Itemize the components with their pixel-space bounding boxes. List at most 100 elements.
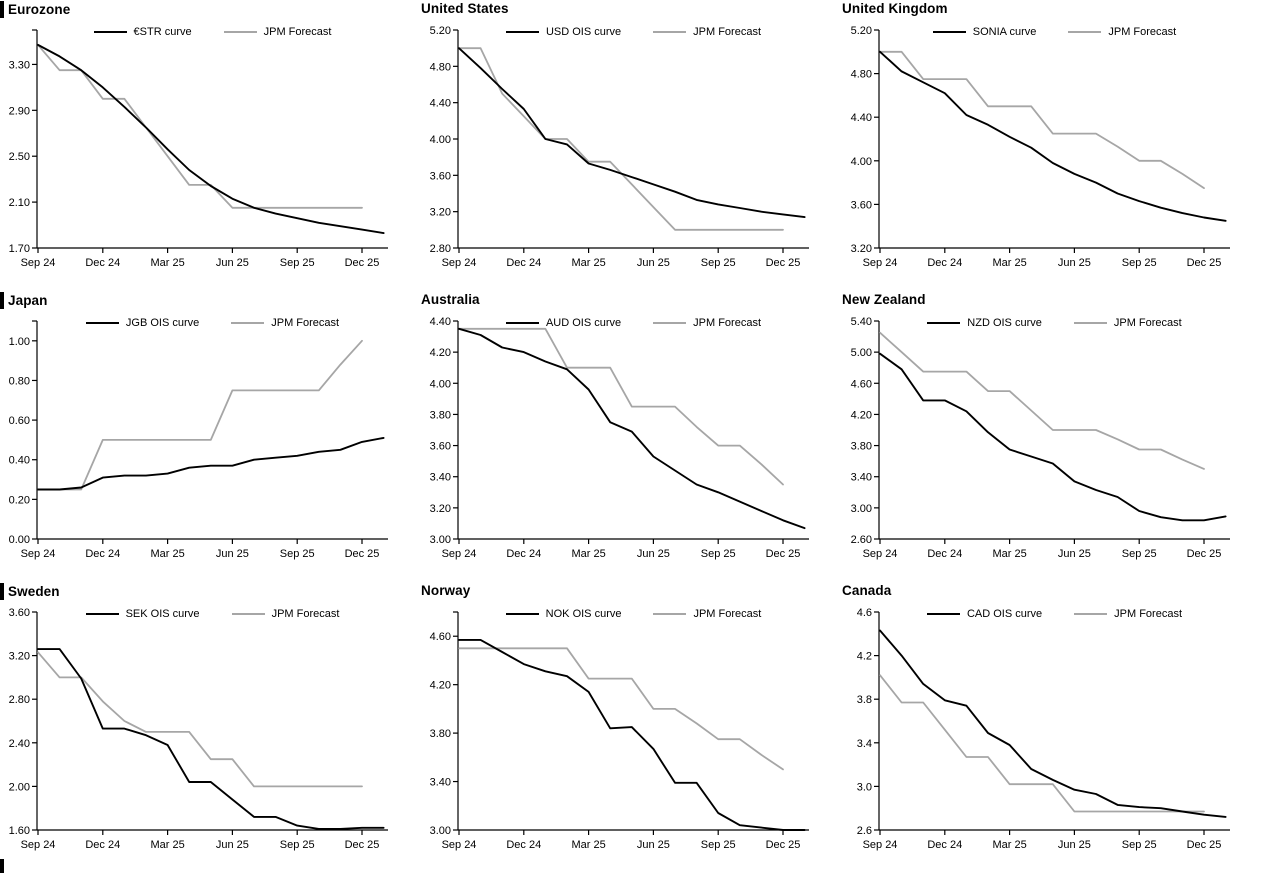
forecast-line-sample: [223, 31, 257, 33]
legend-label: JGB OIS curve: [125, 317, 200, 329]
legend-label: JPM Forecast: [693, 317, 762, 329]
x-tick-label: Sep 24: [21, 548, 56, 560]
market-curve-line: [879, 352, 1227, 522]
y-tick-label: 2.90: [9, 105, 30, 117]
x-tick-label: Mar 25: [571, 257, 605, 269]
chart-panel-canada: Canada CAD OIS curve JPM Forecast 2.6 3.0…: [842, 582, 1264, 873]
legend-label: JPM Forecast: [271, 317, 340, 329]
y-tick-label: 4.20: [430, 680, 451, 692]
chart-title-row: United Kingdom: [842, 1, 948, 16]
x-tick-label: Mar 25: [150, 257, 184, 269]
x-tick-label: Sep 25: [280, 257, 315, 269]
y-tick-label: 4.00: [430, 134, 451, 146]
x-tick-label: Sep 25: [1122, 548, 1157, 560]
market-curve-line: [879, 50, 1227, 222]
chart-title-row: Japan: [0, 292, 48, 309]
y-tick-label: 4.40: [851, 112, 872, 124]
legend-label: JPM Forecast: [693, 608, 762, 620]
chart-title: Canada: [842, 583, 892, 598]
chart-plot: 3.20 3.60 4.00 4.40 4.80 5.20 Sep 24 Dec 24 Mar …: [851, 25, 1230, 269]
x-tick-label: Dec 24: [506, 548, 541, 560]
curve-line-sample: [93, 31, 127, 33]
x-tick-label: Sep 25: [701, 257, 736, 269]
y-tick-label: 3.60: [9, 607, 30, 619]
legend-item-forecast: JPM Forecast: [1068, 26, 1176, 38]
legend-item-curve: NOK OIS curve: [505, 608, 622, 620]
curve-line-sample: [505, 31, 539, 33]
x-tick-label: Sep 25: [1122, 839, 1157, 851]
y-tick-label: 4.00: [430, 378, 451, 390]
chart-title: Australia: [421, 292, 480, 307]
y-tick-label: 3.80: [430, 728, 451, 740]
x-tick-label: Dec 25: [766, 548, 801, 560]
x-tick-label: Mar 25: [571, 839, 605, 851]
y-tick-label: 4.80: [430, 61, 451, 73]
jpm-forecast-line: [37, 651, 363, 788]
y-tick-label: 4.40: [430, 98, 451, 110]
chart-legend: CAD OIS curve JPM Forecast: [879, 608, 1230, 620]
forecast-line-sample: [653, 322, 687, 324]
chart-title: United States: [421, 1, 509, 16]
market-curve-line: [458, 47, 806, 219]
jpm-forecast-line: [879, 50, 1205, 190]
y-tick-label: 3.30: [9, 59, 30, 71]
x-tick-label: Sep 24: [442, 257, 477, 269]
chart-title-row: Norway: [421, 583, 470, 598]
y-tick-label: 3.4: [857, 738, 872, 750]
x-tick-label: Jun 25: [637, 257, 670, 269]
x-tick-label: Dec 24: [85, 257, 120, 269]
legend-item-curve: AUD OIS curve: [505, 317, 621, 329]
y-tick-label: 4.60: [851, 378, 872, 390]
y-tick-label: 2.60: [851, 534, 872, 546]
chart-panel-japan: Japan JGB OIS curve JPM Forecast 0.00 0.2…: [0, 291, 421, 582]
legend-item-curve: USD OIS curve: [505, 26, 621, 38]
legend-item-curve: CAD OIS curve: [926, 608, 1042, 620]
legend-label: JPM Forecast: [271, 608, 340, 620]
chart-panel-australia: Australia AUD OIS curve JPM Forecast 3.0…: [421, 291, 842, 582]
y-tick-label: 0.00: [9, 534, 30, 546]
x-tick-label: Sep 25: [1122, 257, 1157, 269]
chart-panel-norway: Norway NOK OIS curve JPM Forecast 3.00 3.…: [421, 582, 842, 873]
chart-plot: 2.60 3.00 3.40 3.80 4.20 4.60 5.00 5.40 Sep 24 De…: [851, 316, 1230, 560]
y-tick-label: 3.20: [9, 651, 30, 663]
y-tick-label: 3.20: [430, 207, 451, 219]
x-tick-label: Mar 25: [571, 548, 605, 560]
x-tick-label: Jun 25: [216, 548, 249, 560]
market-curve-line: [37, 436, 385, 491]
curve-line-sample: [85, 322, 119, 324]
y-tick-label: 0.40: [9, 455, 30, 467]
jpm-forecast-line: [37, 339, 363, 491]
market-curve-line: [458, 638, 806, 831]
chart-plot: 1.70 2.10 2.50 2.90 3.30 Sep 24 Dec 24 Mar 25 Ju…: [9, 29, 388, 269]
x-tick-label: Dec 25: [1187, 839, 1222, 851]
section-bar: [0, 1, 4, 18]
y-tick-label: 4.80: [851, 69, 872, 81]
x-tick-label: Dec 25: [1187, 548, 1222, 560]
x-tick-label: Sep 24: [863, 257, 898, 269]
legend-label: JPM Forecast: [1113, 317, 1182, 329]
legend-label: SONIA curve: [972, 26, 1037, 38]
legend-item-forecast: JPM Forecast: [223, 26, 331, 38]
legend-item-forecast: JPM Forecast: [653, 26, 761, 38]
chart-legend: USD OIS curve JPM Forecast: [458, 26, 809, 38]
section-bar: [0, 583, 4, 600]
y-tick-label: 3.80: [851, 441, 872, 453]
y-tick-label: 5.20: [430, 25, 451, 37]
y-tick-label: 3.00: [851, 503, 872, 515]
y-tick-label: 3.8: [857, 694, 872, 706]
chart-title: Eurozone: [8, 2, 71, 17]
chart-title: Japan: [8, 293, 48, 308]
chart-legend: SONIA curve JPM Forecast: [879, 26, 1230, 38]
x-tick-label: Sep 24: [21, 839, 56, 851]
x-tick-label: Sep 24: [442, 548, 477, 560]
x-tick-label: Dec 25: [345, 548, 380, 560]
forecast-line-sample: [1073, 322, 1107, 324]
chart-legend: AUD OIS curve JPM Forecast: [458, 317, 809, 329]
legend-item-curve: SEK OIS curve: [85, 608, 200, 620]
y-tick-label: 3.80: [430, 409, 451, 421]
legend-item-curve: JGB OIS curve: [85, 317, 200, 329]
y-tick-label: 3.40: [851, 472, 872, 484]
market-curve-line: [37, 43, 385, 235]
legend-label: NOK OIS curve: [545, 608, 622, 620]
